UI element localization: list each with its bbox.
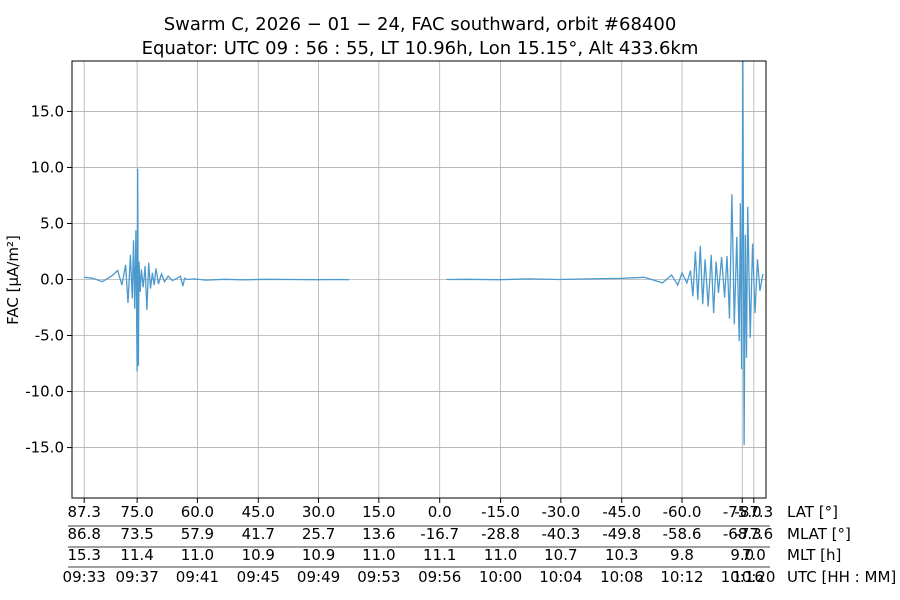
x-tick-label: -15.0 xyxy=(481,503,520,521)
x-tick-label: 09:41 xyxy=(176,568,219,586)
x-tick-label: 10:00 xyxy=(479,568,522,586)
x-tick-label: -28.8 xyxy=(481,525,520,543)
x-tick-label: 87.3 xyxy=(67,503,100,521)
y-axis: -15.0 -10.0 -5.0 0.0 5.0 10.0 15.0 xyxy=(25,102,72,457)
x-axis-rows: 87.3 75.0 60.0 45.0 30.0 15.0 0.0 -15.0 -30.0 -45… xyxy=(63,498,896,586)
chart-title-line2: Equator: UTC 09 : 56 : 55, LT 10.96h, Lo… xyxy=(142,38,699,59)
x-tick-label: 57.9 xyxy=(181,525,214,543)
x-tick-label: 15.0 xyxy=(362,503,395,521)
x-tick-label: 09:53 xyxy=(357,568,400,586)
x-tick-label: 09:37 xyxy=(116,568,159,586)
x-row-name: UTC [HH : MM] xyxy=(787,568,896,586)
x-tick-label: 25.7 xyxy=(302,525,335,543)
x-tick-label: 10.9 xyxy=(302,546,335,564)
x-tick-label: 10:16 xyxy=(721,568,764,586)
x-tick-label: 9.0 xyxy=(730,546,754,564)
fac-trace-segment xyxy=(84,168,350,372)
x-tick-label: -87.3 xyxy=(734,503,773,521)
x-tick-label: 75.0 xyxy=(120,503,153,521)
x-tick-label: 11.0 xyxy=(181,546,214,564)
x-tick-label: -60.0 xyxy=(663,503,702,521)
y-tick-label: 10.0 xyxy=(31,158,64,176)
y-tick-label: -15.0 xyxy=(25,439,64,457)
x-tick-label: 11.0 xyxy=(484,546,517,564)
x-tick-label: 41.7 xyxy=(242,525,275,543)
grid xyxy=(72,61,766,498)
y-tick-label: 15.0 xyxy=(31,102,64,120)
x-row-name: MLT [h] xyxy=(787,546,841,564)
fac-trace-segment xyxy=(446,60,764,446)
x-tick-label: -75.0 xyxy=(723,503,762,521)
x-tick-label: -77.6 xyxy=(734,525,773,543)
x-tick-label: -40.3 xyxy=(541,525,580,543)
x-tick-label: 0.0 xyxy=(428,503,452,521)
x-tick-label: -49.8 xyxy=(602,525,641,543)
x-tick-label: 30.0 xyxy=(302,503,335,521)
x-tick-label: -30.0 xyxy=(541,503,580,521)
x-tick-label: -68.3 xyxy=(723,525,762,543)
x-tick-label: 10.9 xyxy=(242,546,275,564)
plot-frame xyxy=(71,60,767,499)
y-tick-label: 0.0 xyxy=(40,271,64,289)
x-tick-label: 45.0 xyxy=(242,503,275,521)
x-tick-label: 9.8 xyxy=(670,546,694,564)
x-tick-label: 10:04 xyxy=(539,568,582,586)
x-tick-label: 7.0 xyxy=(742,546,766,564)
x-tick-label: 73.5 xyxy=(120,525,153,543)
x-tick-label: 60.0 xyxy=(181,503,214,521)
x-tick-label: 11.4 xyxy=(120,546,153,564)
chart-title-line1: Swarm C, 2026 − 01 − 24, FAC southward, … xyxy=(164,14,677,35)
y-axis-label: FAC [μA/m²] xyxy=(4,235,22,325)
x-tick-label: -45.0 xyxy=(602,503,641,521)
x-tick-label: 09:56 xyxy=(418,568,461,586)
x-row-name: LAT [°] xyxy=(787,503,838,521)
x-tick-label: 11.0 xyxy=(362,546,395,564)
y-tick-label: 5.0 xyxy=(40,214,64,232)
x-tick-label: 10:20 xyxy=(732,568,775,586)
x-tick-label: 10.3 xyxy=(605,546,638,564)
x-tick-label: 13.6 xyxy=(362,525,395,543)
y-tick-label: -10.0 xyxy=(25,383,64,401)
y-tick-label: -5.0 xyxy=(35,327,64,345)
x-row-name: MLAT [°] xyxy=(787,525,851,543)
x-tick-label: 09:33 xyxy=(63,568,106,586)
x-tick-label: 10:08 xyxy=(600,568,643,586)
x-tick-label: -16.7 xyxy=(420,525,459,543)
x-tick-label: -58.6 xyxy=(663,525,702,543)
x-tick-label: 10.7 xyxy=(544,546,577,564)
x-tick-label: 11.1 xyxy=(423,546,456,564)
x-tick-label: 10:12 xyxy=(660,568,703,586)
fac-series xyxy=(84,60,764,446)
x-tick-label: 86.8 xyxy=(67,525,100,543)
x-tick-label: 09:45 xyxy=(237,568,280,586)
x-tick-label: 15.3 xyxy=(67,546,100,564)
x-tick-label: 09:49 xyxy=(297,568,340,586)
